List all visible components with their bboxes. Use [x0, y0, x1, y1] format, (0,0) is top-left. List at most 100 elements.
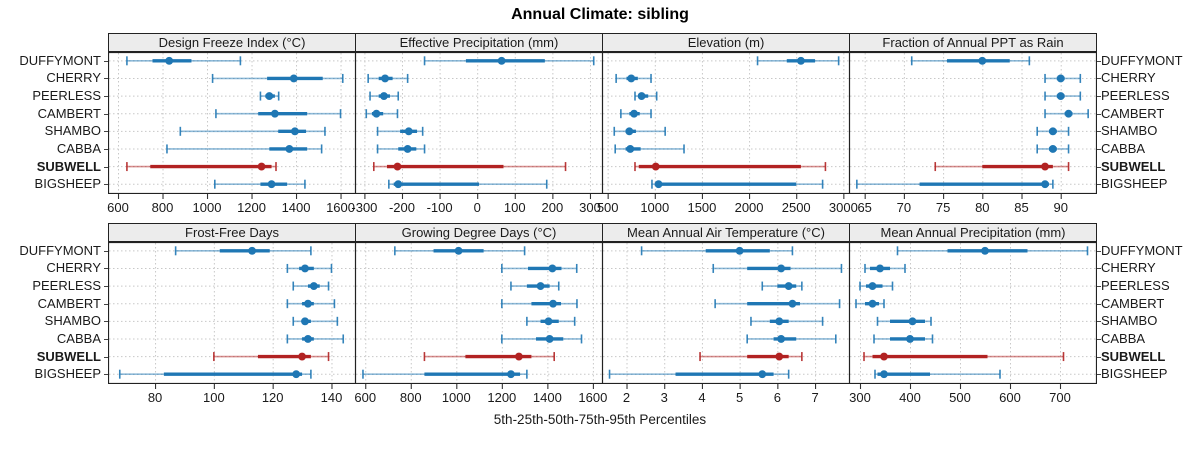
whisker-cambert [620, 109, 652, 119]
whisker-cabba [1036, 144, 1070, 154]
station-label-left-bigsheep: BIGSHEEP [34, 176, 101, 192]
median-dot [880, 370, 888, 379]
x-tick-label: 500 [597, 200, 619, 215]
whisker-cambert [855, 299, 885, 309]
whisker-cherry [712, 263, 843, 273]
x-axis-elevation-m: 500 1000 1500 2000 2500 3000 [597, 193, 858, 219]
x-tick-label: 80 [975, 200, 989, 215]
x-tick-label: 65 [857, 200, 871, 215]
whisker-subwell [372, 162, 567, 172]
x-tick-label: 1500 [687, 200, 716, 215]
x-axis-design-freeze-index-c: 600 800 1000 1200 1400 1600 [107, 193, 356, 219]
x-axis: 600 800 1000 1200 1400 1600 [354, 384, 607, 405]
row-tick-left [104, 148, 108, 150]
median-dot [1056, 92, 1065, 100]
station-label-right-cherry: CHERRY [1101, 70, 1156, 86]
panel-strip-design-freeze-index-c: Design Freeze Index (°C) [108, 33, 356, 52]
median-dot [906, 335, 914, 343]
whisker-cabba [501, 334, 583, 344]
x-tick-label: 300 [579, 200, 601, 215]
whisker-subwell [423, 352, 555, 362]
x-tick-label: 2 [623, 390, 630, 405]
whisker-shambo [292, 316, 339, 326]
x-tick-label: 2000 [735, 200, 764, 215]
row-tick-left [104, 303, 108, 305]
x-tick-label: 4 [698, 390, 705, 405]
x-axis-growing-degree-days-c: 600 800 1000 1200 1400 1600 [354, 383, 607, 409]
x-tick-label: 0 [474, 200, 481, 215]
panel-elevation-m [602, 52, 850, 194]
median-dot [454, 246, 463, 255]
x-axis-mean-annual-air-temperature-c: 2 3 4 5 6 7 [602, 383, 850, 409]
whisker-bigsheep [856, 179, 1054, 189]
x-tick-label: 85 [1014, 200, 1028, 215]
x-tick-label: 600 [354, 390, 376, 405]
x-tick-label: -100 [427, 200, 453, 215]
median-dot [978, 56, 987, 65]
median-dot [394, 180, 403, 189]
x-tick-label: 500 [949, 390, 971, 405]
row-tick-right [1097, 338, 1101, 340]
median-dot [654, 180, 663, 189]
x-tick-label: 1600 [326, 200, 355, 215]
median-dot [797, 56, 805, 65]
panel-plot-area [849, 52, 1097, 194]
panel-strip-label: Mean Annual Precipitation (mm) [880, 225, 1066, 240]
row-tick-right [1097, 148, 1101, 150]
median-dot [549, 299, 557, 308]
median-dot [868, 282, 877, 290]
station-label-left-subwell: SUBWELL [36, 348, 101, 364]
row-tick-right [1097, 113, 1101, 115]
row-tick-right [1097, 356, 1101, 358]
x-axis-frost-free-days: 80 100 120 140 [108, 383, 356, 409]
median-dot [876, 264, 884, 273]
station-label-left-peerless: PEERLESS [32, 278, 101, 294]
whisker-duffymont [910, 56, 1031, 66]
median-dot [257, 162, 266, 171]
station-label-right-cabba: CABBA [1101, 140, 1146, 156]
row-tick-right [1097, 184, 1101, 186]
x-tick-label: 2500 [782, 200, 811, 215]
x-axis-fraction-of-annual-ppt-as-rain: 65 70 75 80 85 90 [849, 193, 1097, 219]
median-dot [775, 352, 784, 361]
whisker-bigsheep [651, 179, 824, 189]
whisker-duffymont [126, 56, 242, 66]
median-dot [291, 127, 299, 136]
panel-strip-label: Mean Annual Air Temperature (°C) [627, 225, 825, 240]
median-dot [298, 352, 306, 361]
median-dot [381, 74, 389, 83]
x-tick-label: 100 [504, 200, 526, 215]
whisker-shambo [613, 126, 666, 136]
x-tick-label: 1400 [282, 200, 311, 215]
whisker-shambo [750, 316, 824, 326]
x-tick-label: 1200 [237, 200, 266, 215]
row-tick-left [104, 184, 108, 186]
whisker-shambo [179, 126, 326, 136]
whisker-cherry [211, 73, 344, 83]
x-axis-mean-annual-precipitation-mm: 300 400 500 600 700 [849, 383, 1097, 409]
whisker-cambert [215, 109, 342, 119]
median-dot [380, 92, 388, 100]
panel-growing-degree-days-c [355, 242, 603, 384]
median-dot [309, 282, 318, 290]
whisker-subwell [699, 352, 803, 362]
x-tick-label: 3 [661, 390, 668, 405]
median-dot [1041, 180, 1049, 189]
median-dot [515, 352, 523, 361]
station-label-left-cherry: CHERRY [46, 260, 101, 276]
median-dot [403, 145, 412, 153]
station-label-left-duffymont: DUFFYMONT [19, 242, 101, 258]
x-axis: 300 400 500 600 700 [849, 384, 1071, 405]
median-dot [908, 317, 917, 326]
panel-frost-free-days [108, 242, 356, 384]
median-dot [267, 180, 276, 189]
panel-strip-label: Elevation (m) [687, 35, 765, 50]
whisker-cabba [746, 334, 837, 344]
x-tick-label: 3000 [829, 200, 858, 215]
station-label-right-cambert: CAMBERT [1101, 295, 1165, 311]
row-tick-left [104, 113, 108, 115]
x-tick-label: 700 [1049, 390, 1071, 405]
x-tick-label: 7 [811, 390, 818, 405]
median-dot [777, 335, 786, 343]
row-tick-left [104, 250, 108, 252]
